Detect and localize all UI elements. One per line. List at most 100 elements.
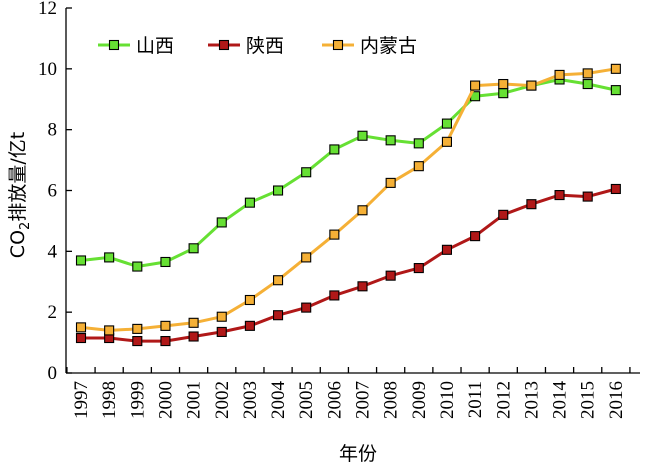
series-2 xyxy=(75,183,621,347)
data-point xyxy=(104,325,115,336)
data-point xyxy=(610,85,621,96)
svg-text:CO2排放量/亿t: CO2排放量/亿t xyxy=(7,132,33,258)
data-point xyxy=(188,243,199,254)
data-point xyxy=(160,336,171,347)
y-tick-label: 2 xyxy=(48,302,58,323)
data-point xyxy=(554,190,565,201)
x-tick-label: 2016 xyxy=(606,381,627,419)
x-tick-label: 2005 xyxy=(296,381,317,419)
data-point xyxy=(441,244,453,255)
legend-label: 山西 xyxy=(136,35,174,57)
data-point xyxy=(441,118,453,129)
data-point xyxy=(498,78,509,90)
data-point xyxy=(413,161,424,172)
data-point xyxy=(216,217,227,228)
y-axis-title: CO2排放量/亿t xyxy=(7,132,33,258)
data-point xyxy=(582,191,593,202)
data-point xyxy=(160,256,171,268)
legend-label: 内蒙古 xyxy=(360,35,417,57)
x-tick-label: 2008 xyxy=(381,381,402,419)
x-tick-label: 2015 xyxy=(578,381,599,419)
x-tick-label: 1997 xyxy=(71,381,92,419)
data-point xyxy=(357,281,368,292)
data-point xyxy=(554,69,565,80)
x-tick-label: 2011 xyxy=(465,381,486,418)
data-point xyxy=(244,197,255,208)
x-tick-label: 2012 xyxy=(493,381,514,419)
data-point xyxy=(75,332,87,344)
legend-marker xyxy=(332,39,344,51)
data-point xyxy=(470,80,481,91)
data-point xyxy=(272,275,284,286)
data-point xyxy=(470,231,481,242)
axes: 0 2 4 6 8 10 12 1997 1998 1999 2000 2001 2002 2003 200… xyxy=(38,0,640,419)
data-point xyxy=(244,294,255,306)
x-axis-title: 年份 xyxy=(339,443,377,465)
data-point xyxy=(385,135,396,146)
data-point xyxy=(75,322,87,333)
data-point xyxy=(329,229,340,240)
data-point xyxy=(610,183,621,195)
x-tick-label: 2013 xyxy=(521,381,542,419)
data-point xyxy=(526,199,537,210)
legend-label: 陕西 xyxy=(246,35,284,57)
legend-item-1: 山西 xyxy=(98,35,174,57)
data-point xyxy=(301,167,312,178)
series-layer xyxy=(75,63,621,347)
x-tick-label: 2002 xyxy=(212,381,233,419)
data-point xyxy=(357,130,368,141)
data-point xyxy=(160,320,171,331)
legend: 山西 陕西 内蒙古 xyxy=(98,35,417,57)
data-point xyxy=(498,88,509,99)
x-tick-label: 2003 xyxy=(240,381,261,419)
y-axis-title-main: CO xyxy=(7,230,29,258)
series-line xyxy=(80,78,617,268)
y-axis-title-subscript: 2 xyxy=(18,222,33,230)
x-tick-label: 2007 xyxy=(353,381,374,419)
x-tick-label: 2014 xyxy=(550,381,571,420)
data-point xyxy=(498,209,509,220)
x-tick-label: 2009 xyxy=(409,381,430,419)
data-point xyxy=(582,78,593,90)
y-axis-title-rest: 排放量/亿t xyxy=(7,132,29,222)
x-tick-label: 2001 xyxy=(184,381,205,419)
data-point xyxy=(385,270,396,281)
series-1 xyxy=(75,74,621,272)
data-point xyxy=(216,311,227,322)
x-tick-label: 1999 xyxy=(127,381,148,419)
y-tick-label: 12 xyxy=(38,0,57,19)
y-tick-label: 10 xyxy=(38,59,57,80)
data-point xyxy=(582,68,593,79)
legend-marker xyxy=(108,39,120,51)
data-point xyxy=(610,63,621,74)
data-point xyxy=(132,336,143,347)
y-tick-label: 6 xyxy=(48,181,58,202)
data-point xyxy=(188,331,199,342)
series-3 xyxy=(75,63,621,336)
data-point xyxy=(132,323,143,334)
data-point xyxy=(301,252,312,263)
x-tick-label: 2000 xyxy=(155,381,176,419)
y-tick-label: 4 xyxy=(48,241,58,262)
data-point xyxy=(188,317,199,328)
data-point xyxy=(441,136,453,147)
data-point xyxy=(413,138,424,149)
x-tick-label: 1998 xyxy=(99,381,120,419)
data-point xyxy=(272,310,284,321)
data-point xyxy=(385,177,396,188)
data-point xyxy=(357,205,368,216)
data-point xyxy=(244,320,255,331)
data-point xyxy=(75,255,87,266)
legend-item-3: 内蒙古 xyxy=(322,35,417,57)
data-point xyxy=(413,263,424,274)
data-point xyxy=(216,326,227,337)
data-point xyxy=(104,252,115,263)
legend-item-2: 陕西 xyxy=(208,35,284,57)
legend-marker xyxy=(218,39,230,51)
data-point xyxy=(526,80,537,91)
data-point xyxy=(272,185,284,196)
y-tick-label: 8 xyxy=(48,120,58,141)
data-point xyxy=(301,302,312,313)
data-point xyxy=(132,261,143,272)
